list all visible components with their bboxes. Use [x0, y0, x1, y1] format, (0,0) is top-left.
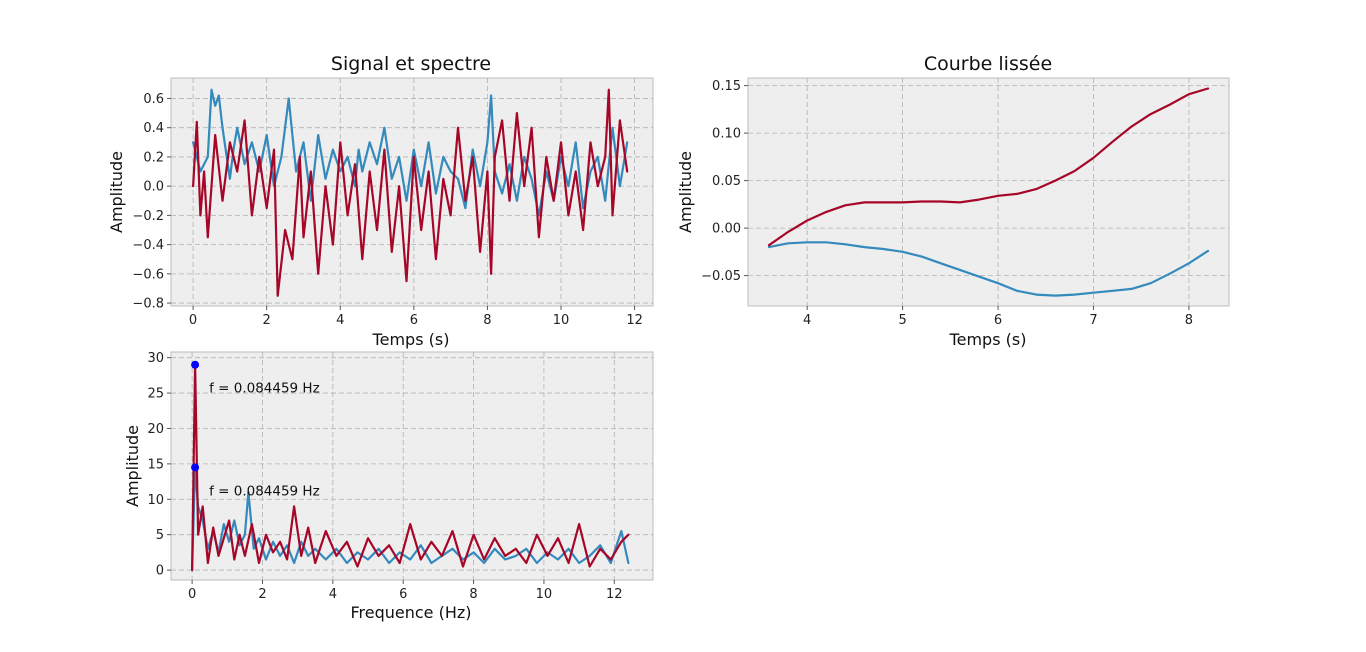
series-line-2	[192, 88, 629, 297]
x-tick-label: 2	[258, 587, 266, 602]
chart-title: Signal et spectre	[331, 53, 491, 75]
x-tick-label: 10	[536, 587, 553, 602]
y-tick-label: −0.2	[132, 209, 164, 224]
y-tick-label: −0.8	[132, 297, 164, 312]
y-tick-label: 0	[156, 564, 164, 579]
y-tick-label: −0.05	[701, 269, 741, 284]
x-tick-label: 8	[1185, 313, 1193, 328]
x-tick-label: 6	[994, 313, 1002, 328]
y-tick-label: 15	[147, 457, 164, 472]
y-tick-label: 0.10	[712, 127, 741, 142]
series-line-1	[192, 88, 629, 217]
peak-annotation: f = 0.084459 Hz	[209, 483, 320, 499]
y-axis-label: Amplitude	[107, 151, 126, 233]
x-tick-label: 2	[263, 313, 271, 328]
y-axis-label: Amplitude	[123, 425, 142, 507]
plot-area	[170, 351, 654, 581]
subplot-smoothed: 4 5 6 7 8 −0.05 0.00 0.05 0.10 0.15 Courbe lissée…	[676, 53, 1230, 349]
subplot-spectrum: 0 2 4 6 8 10 12 0 5 10 15 20 25 30 f = 0.084459 Hz f = …	[123, 351, 654, 622]
y-tick-label: 0.6	[143, 92, 164, 107]
y-tick-label: 0.05	[712, 174, 741, 189]
x-tick-label: 6	[399, 587, 407, 602]
peak-annotation: f = 0.084459 Hz	[209, 381, 320, 397]
peak-marker	[191, 463, 200, 472]
series-line-1	[767, 241, 1210, 297]
y-tick-label: 0.00	[712, 222, 741, 237]
x-tick-label: 4	[803, 313, 811, 328]
y-axis-label: Amplitude	[676, 151, 695, 233]
y-tick-label: 0.2	[143, 150, 164, 165]
y-tick-label: −0.6	[132, 267, 164, 282]
series-line-2	[767, 87, 1210, 247]
y-tick-label: −0.4	[132, 238, 164, 253]
series-line-1	[191, 466, 630, 572]
x-tick-label: 0	[188, 587, 196, 602]
peak-marker	[191, 360, 200, 369]
x-tick-label: 10	[553, 313, 570, 328]
x-tick-label: 12	[606, 587, 623, 602]
x-tick-label: 7	[1089, 313, 1097, 328]
x-tick-label: 8	[483, 313, 491, 328]
y-tick-label: 0.4	[143, 121, 164, 136]
x-tick-label: 12	[626, 313, 643, 328]
x-axis-label: Temps (s)	[372, 330, 450, 349]
y-tick-label: 0.0	[143, 180, 164, 195]
series-line-2	[191, 363, 630, 572]
y-tick-label: 5	[156, 528, 164, 543]
subplot-signal: 0 2 4 6 8 10 12 −0.8 −0.6 −0.4 −0.2 0.0 0.2 0.4 0.6 Si…	[107, 53, 654, 349]
x-axis-label: Temps (s)	[949, 330, 1027, 349]
chart-title: Courbe lissée	[924, 53, 1052, 75]
x-tick-label: 6	[410, 313, 418, 328]
x-tick-label: 4	[336, 313, 344, 328]
x-tick-label: 4	[329, 587, 337, 602]
x-tick-label: 8	[469, 587, 477, 602]
y-tick-label: 20	[147, 422, 164, 437]
y-tick-label: 0.15	[712, 79, 741, 94]
y-tick-label: 10	[147, 493, 164, 508]
x-tick-label: 0	[189, 313, 197, 328]
x-axis-label: Frequence (Hz)	[350, 603, 471, 622]
y-tick-label: 25	[147, 387, 164, 402]
y-tick-label: 30	[147, 351, 164, 366]
x-tick-label: 5	[898, 313, 906, 328]
